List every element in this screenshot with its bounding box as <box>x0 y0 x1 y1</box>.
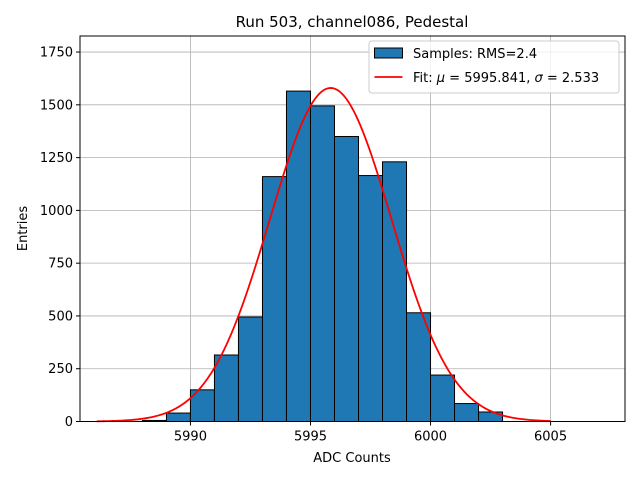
legend-fit-prefix: Fit: <box>413 71 437 86</box>
histogram-bar <box>333 135 360 422</box>
y-axis-label: Entries <box>16 206 31 252</box>
histogram-bar <box>406 312 432 423</box>
y-tick-label: 750 <box>48 257 73 272</box>
histogram-bar <box>454 403 480 422</box>
histogram-bar <box>237 316 263 422</box>
legend-fit-label: Fit: μ = 5995.841, σ = 2.533 <box>413 71 599 86</box>
x-tick-label: 5995 <box>294 430 327 445</box>
histogram-bar <box>261 176 287 422</box>
y-tick-label: 1750 <box>40 46 73 61</box>
legend-mu-symbol: μ <box>436 71 445 86</box>
histogram-bars <box>141 90 504 423</box>
legend-box <box>368 40 620 94</box>
x-axis-ticks: 5990 5995 6000 6005 <box>174 421 567 445</box>
legend-mu-value: = 5995.841, <box>445 71 534 86</box>
y-tick-label: 1500 <box>40 98 73 113</box>
plot-frame <box>79 35 626 422</box>
histogram-bar <box>358 175 384 422</box>
x-tick-label: 6005 <box>534 430 567 445</box>
gaussian-fit-curve <box>96 87 551 423</box>
histogram-bar <box>309 105 335 422</box>
histogram-bar <box>430 374 456 423</box>
x-axis-label: ADC Counts <box>313 451 391 466</box>
histogram-bar <box>213 354 239 422</box>
chart-title: Run 503, channel086, Pedestal <box>236 13 469 31</box>
legend-samples-label: Samples: RMS=2.4 <box>413 47 537 62</box>
y-tick-label: 500 <box>48 309 73 324</box>
y-tick-label: 0 <box>65 415 73 430</box>
fit-layer <box>96 87 551 423</box>
legend: Samples: RMS=2.4 Fit: μ = 5995.841, σ = … <box>368 40 620 94</box>
histogram-bar <box>165 412 191 422</box>
legend-sigma-value: = 2.533 <box>543 71 599 86</box>
y-tick-label: 1000 <box>40 204 73 219</box>
y-axis-ticks: 0 250 500 750 1000 1250 1500 1750 <box>40 46 80 430</box>
y-tick-label: 1250 <box>40 151 73 166</box>
legend-sigma-symbol: σ <box>535 71 544 86</box>
x-tick-label: 6000 <box>414 430 447 445</box>
y-tick-label: 250 <box>48 362 73 377</box>
x-tick-label: 5990 <box>174 430 207 445</box>
histogram-bar <box>285 90 311 422</box>
legend-samples-swatch <box>374 47 403 59</box>
